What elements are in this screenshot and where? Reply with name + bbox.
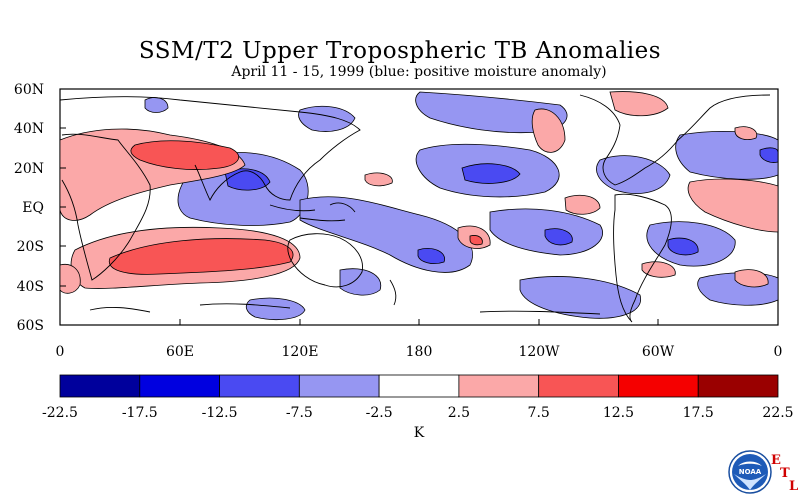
moist-region: [245, 297, 306, 321]
lat-label: 20S: [17, 239, 44, 255]
colorbar-swatch: [298, 374, 380, 398]
lon-label: 60E: [166, 344, 194, 360]
moist-core: [461, 163, 521, 184]
map-title: SSM/T2 Upper Tropospheric TB Anomalies: [138, 38, 662, 64]
moist-core: [759, 147, 779, 163]
colorbar-unit: K: [414, 425, 425, 441]
moist-core: [417, 247, 446, 264]
dry-core: [469, 235, 483, 246]
colorbar-tick-label: -22.5: [42, 405, 78, 421]
colorbar-tick-label: -12.5: [202, 405, 238, 421]
lon-label: 60W: [642, 344, 675, 360]
lat-label: 60S: [17, 318, 44, 334]
colorbar: -22.5 -17.5 -12.5 -7.5 -2.5 2.5 7.5 12.5 17.5 22.…: [42, 374, 794, 421]
svg-text:NOAA: NOAA: [739, 468, 762, 476]
moist-core: [224, 168, 271, 191]
moist-region: [596, 155, 671, 194]
axis-ticks: [59, 88, 779, 326]
colorbar-tick-label: 7.5: [528, 405, 550, 421]
noaa-logo-icon: NOAA: [728, 450, 772, 494]
lat-label: 40S: [17, 279, 44, 295]
lon-label: 180: [406, 344, 433, 360]
moist-region: [298, 105, 356, 132]
colorbar-tick-label: 12.5: [603, 405, 634, 421]
dry-region: [734, 269, 769, 288]
moist-core: [667, 237, 699, 256]
coastline-north-america: [579, 94, 771, 186]
coastline-indonesia: [269, 202, 356, 222]
colorbar-swatch: [538, 374, 619, 398]
colorbar-tick-label: 22.5: [762, 405, 793, 421]
lon-label: 120E: [282, 344, 319, 360]
anomaly-regions: [59, 91, 779, 321]
colorbar-swatch: [139, 374, 220, 398]
lab-letter: T: [780, 466, 790, 481]
colorbar-tick-label: -17.5: [122, 405, 158, 421]
lab-letter: E: [771, 453, 781, 468]
coastline-south-america: [613, 193, 672, 323]
coastline-eurasia: [59, 96, 361, 202]
coastline-australia: [287, 233, 363, 288]
colorbar-tick-label: -2.5: [366, 405, 393, 421]
lon-label: 120W: [518, 344, 560, 360]
map-panel: [59, 88, 779, 326]
dry-region: [564, 194, 601, 215]
dry-region: [609, 91, 669, 117]
longitude-labels: 0 60E 120E 180 120W 60W 0: [56, 344, 783, 360]
dry-core: [108, 238, 294, 275]
colorbar-tick-label: -7.5: [286, 405, 313, 421]
coastline-antarctica: [89, 303, 601, 315]
latitude-labels: 60N 40N 20N EQ 20S 40S 60S: [14, 82, 44, 334]
colorbar-swatch: [219, 374, 300, 398]
map-subtitle: April 11 - 15, 1999 (blue: positive mois…: [231, 64, 607, 80]
moist-region: [339, 268, 382, 296]
colorbar-tick-label: 17.5: [683, 405, 714, 421]
dry-region: [687, 178, 779, 233]
colorbar-swatch: [378, 374, 460, 398]
dry-core: [130, 140, 240, 170]
lat-label: EQ: [22, 200, 44, 216]
coastline-new-zealand: [389, 279, 397, 306]
colorbar-swatch: [618, 374, 699, 398]
moist-core: [544, 228, 573, 246]
moist-region: [675, 130, 779, 180]
colorbar-tick-label: 2.5: [448, 405, 470, 421]
coastline-africa: [61, 133, 151, 281]
lat-label: 40N: [14, 121, 44, 137]
lon-label: 0: [774, 344, 783, 360]
moist-region: [519, 276, 641, 319]
lat-label: 20N: [14, 161, 44, 177]
colorbar-swatch: [59, 374, 141, 398]
dry-region: [641, 261, 676, 278]
lon-label: 0: [56, 344, 65, 360]
dry-region: [734, 126, 758, 140]
lab-letter: L: [789, 479, 799, 494]
dry-region: [364, 172, 393, 187]
lat-label: 60N: [14, 82, 44, 98]
colorbar-swatch: [697, 374, 779, 398]
colorbar-swatch: [458, 374, 540, 398]
coastlines: [59, 94, 771, 323]
dry-region: [531, 108, 566, 153]
